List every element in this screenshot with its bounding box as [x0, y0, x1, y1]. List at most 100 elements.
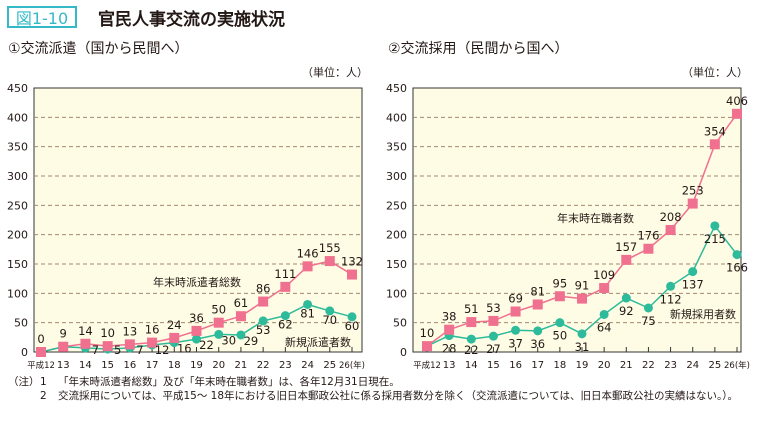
data-point: [213, 317, 224, 328]
data-point: [599, 309, 609, 319]
x-tick-label: 18: [168, 360, 181, 371]
x-tick-label: 25: [323, 360, 336, 371]
y-tick-label: 50: [393, 317, 407, 330]
data-label: 5: [114, 343, 121, 357]
data-label: 155: [319, 241, 341, 255]
notes-indent: [8, 389, 40, 403]
notes-head: （注）: [8, 376, 40, 388]
x-tick-label: 22: [642, 360, 655, 371]
data-label: 95: [553, 276, 568, 290]
y-tick-label: 0: [400, 346, 407, 359]
x-tick-label: 15: [487, 360, 500, 371]
data-label: 7: [92, 343, 99, 357]
chart-1-title: ①交流派遣（国から民間へ）: [8, 41, 189, 57]
data-point: [236, 330, 246, 340]
chart-2-title: ②交流採用（民間から国へ）: [388, 41, 569, 57]
data-label: 10: [420, 326, 435, 340]
data-label: 354: [704, 124, 726, 138]
data-label: 146: [297, 246, 319, 260]
data-label: 208: [660, 210, 682, 224]
data-label: 14: [78, 324, 93, 338]
series-label: 新規派遣者数: [285, 335, 351, 349]
data-point: [303, 299, 313, 309]
data-point: [643, 303, 653, 313]
data-point: [444, 324, 455, 335]
x-tick-label: 15: [101, 360, 114, 371]
data-point: [688, 267, 698, 277]
x-tick-label: 平成12: [413, 360, 441, 371]
data-label: 30: [221, 333, 236, 347]
x-tick-label: 25: [708, 360, 721, 371]
y-tick-label: 450: [7, 82, 28, 95]
data-label: 137: [682, 278, 704, 292]
data-label: 31: [575, 340, 590, 354]
x-tick-label: 23: [664, 360, 677, 371]
data-point: [347, 312, 357, 322]
data-label: 22: [464, 343, 479, 357]
y-tick-label: 100: [386, 287, 407, 300]
x-tick-label: 14: [465, 360, 478, 371]
data-label: 70: [322, 313, 337, 327]
data-label: 36: [530, 337, 545, 351]
data-label: 75: [641, 314, 656, 328]
x-tick-label: 19: [576, 360, 589, 371]
data-label: 22: [199, 338, 214, 352]
chart-2-unit: （単位：人）: [682, 66, 748, 79]
x-tick-label: 14: [79, 360, 92, 371]
data-point: [665, 224, 676, 235]
data-point: [732, 108, 742, 119]
note-num: 2: [40, 390, 47, 402]
data-point: [709, 139, 720, 150]
y-tick-label: 350: [7, 141, 28, 154]
data-label: 29: [244, 334, 259, 348]
data-label: 132: [341, 255, 363, 269]
data-label: 109: [593, 268, 615, 282]
data-label: 62: [278, 318, 293, 332]
data-point: [124, 339, 135, 350]
data-label: 50: [211, 303, 226, 317]
data-label: 81: [530, 284, 545, 298]
data-point: [347, 269, 357, 280]
data-point: [643, 243, 654, 254]
data-point: [324, 256, 335, 267]
series-label: 年末時派遣者総数: [153, 275, 241, 289]
data-label: 53: [486, 301, 501, 315]
data-point: [214, 329, 224, 339]
data-point: [577, 329, 587, 339]
x-tick-label: 21: [620, 360, 633, 371]
data-label: 16: [177, 342, 192, 356]
data-point: [511, 325, 521, 335]
x-tick-label: 16: [509, 360, 522, 371]
note-text: 「年末時派遣者総数」及び「年末時在職者数」は、各年12月31日現在。: [58, 376, 400, 388]
x-tick-label: 24: [686, 360, 699, 371]
data-label: 53: [256, 323, 271, 337]
chart-1-unit: （単位：人）: [302, 66, 368, 79]
y-tick-label: 250: [386, 199, 407, 212]
data-label: 16: [145, 323, 160, 337]
data-label: 13: [123, 324, 138, 338]
series-label: 新規採用者数: [670, 307, 736, 321]
y-tick-label: 200: [386, 229, 407, 242]
data-point: [58, 341, 69, 352]
data-label: 38: [442, 310, 457, 324]
data-point: [533, 326, 543, 336]
x-tick-label: 21: [235, 360, 248, 371]
data-label: 91: [575, 279, 590, 293]
y-tick-label: 50: [14, 317, 28, 330]
x-tick-label: 19: [190, 360, 203, 371]
x-tick-label: 18: [553, 360, 566, 371]
data-point: [192, 334, 201, 344]
data-point: [554, 291, 565, 302]
data-point: [258, 316, 268, 326]
data-label: 7: [136, 343, 143, 357]
data-label: 166: [726, 261, 748, 275]
data-point: [102, 341, 113, 352]
x-tick-label: 20: [598, 360, 611, 371]
data-point: [422, 341, 432, 352]
data-point: [169, 332, 180, 343]
data-label: 64: [597, 320, 612, 334]
data-point: [687, 198, 698, 209]
data-point: [80, 338, 91, 349]
data-point: [280, 281, 291, 292]
note-text: 交流採用については、平成15～ 18年における旧日本郵政公社に係る採用者数分を除…: [58, 390, 739, 402]
